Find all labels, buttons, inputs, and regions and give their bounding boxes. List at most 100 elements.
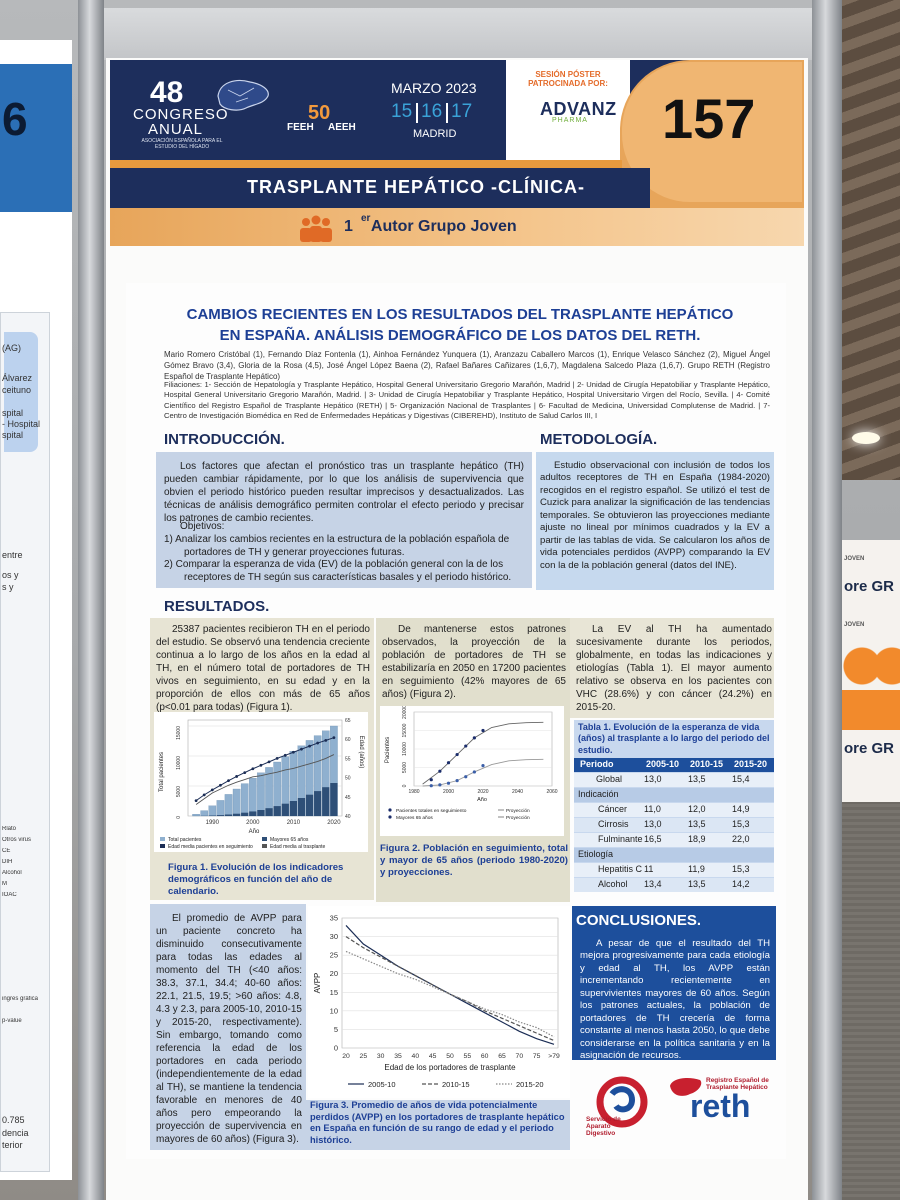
over65-bar [265, 808, 273, 816]
sponsor-panel [506, 60, 630, 160]
left-poster-text: 0.785 [2, 1115, 25, 1125]
over65-bar [281, 803, 289, 816]
sponsor-logo-sub: PHARMA [552, 117, 588, 124]
y2-tick-label: 65 [345, 718, 351, 724]
projection-total-line [422, 721, 544, 785]
congress-day: 15 [391, 101, 413, 122]
table-cell: 15,4 [732, 774, 750, 784]
observed-over65-point [481, 764, 485, 768]
right-poster-text: ore GR [844, 740, 895, 757]
left-poster-text: entre [2, 550, 23, 560]
y2-tick-label: 40 [345, 814, 351, 820]
total-bar [224, 794, 233, 817]
legend-swatch [388, 808, 392, 812]
section-bar [110, 168, 650, 208]
x-tick-label: 60 [481, 1053, 489, 1060]
age-followup-point [243, 771, 247, 775]
paper-title: CAMBIOS RECIENTES EN LOS RESULTADOS DEL … [186, 306, 734, 323]
over65-bar [289, 801, 298, 816]
y-axis-label: AVPP [313, 973, 322, 994]
over65-bar [305, 794, 314, 816]
table-row-label: Global [596, 774, 623, 784]
y-tick-label: 20000 [402, 706, 408, 719]
y2-tick-label: 45 [345, 795, 351, 801]
table-cell: 18,9 [688, 834, 706, 844]
table-header-cell: 2005-10 [646, 759, 680, 769]
observed-over65-point [438, 783, 442, 787]
table-row [574, 878, 774, 892]
age-followup-point [219, 783, 222, 787]
x-tick-label: >79 [548, 1053, 560, 1060]
table-row [574, 848, 774, 862]
day-separator [446, 103, 448, 123]
projection-over65-line [422, 758, 544, 787]
method-box [536, 452, 774, 590]
intro-heading: INTRODUCCIÓN. [164, 431, 285, 448]
figure-1-chart: 0 5000 10000 15000 40 45 50 55 60 65 1990 2000 2010 2… [154, 712, 368, 852]
over65-bar [224, 814, 233, 816]
figure-3-caption-box [306, 1100, 570, 1150]
legend-entry: Total pacientes [168, 837, 202, 843]
y-tick-label: 10 [330, 1006, 338, 1015]
table-cell: 16,5 [644, 834, 662, 844]
observed-over65-point [455, 779, 459, 783]
anniversary-logo: 50 [308, 102, 331, 124]
y-tick-label: 5 [334, 1025, 338, 1034]
total-bar [192, 814, 200, 817]
avpp-series-line [345, 936, 555, 1042]
y-tick-label: 15000 [402, 723, 408, 737]
table-cell: 11,9 [688, 864, 705, 874]
paper-authors: Mario Romero Cristóbal (1), Fernando Día… [164, 350, 770, 381]
intro-box [156, 452, 532, 588]
reth-caption: Registro Español de Trasplante Hepático [706, 1077, 769, 1092]
left-poster-text: p-value [2, 1018, 22, 1024]
day-separator [416, 103, 418, 123]
legend-entry: Proyección [506, 808, 530, 814]
figure-2-caption: Figura 2. Población en seguimiento, tota… [380, 843, 568, 878]
table-row [574, 788, 774, 802]
figure-3-chart: 0 5 10 15 20 25 30 35 20 25 30 35 40 45 50 55 60 65 70 75 >7… [308, 906, 570, 1098]
over65-bar [216, 815, 225, 816]
table-cell: 13,0 [644, 774, 662, 784]
table-row-label: Fulminante [598, 834, 643, 844]
left-poster-card-header [4, 332, 38, 452]
age-followup-point [308, 744, 311, 748]
observed-total-point [464, 744, 468, 748]
table-cell: 22,0 [732, 834, 750, 844]
avpp-box [150, 904, 306, 1150]
x-tick-label: 55 [464, 1053, 472, 1060]
over65-bar [330, 783, 338, 816]
results-text: De mantenerse estos patrones observados,… [382, 624, 566, 700]
table-cell: 14,9 [732, 804, 750, 814]
x-tick-label: 50 [446, 1053, 454, 1060]
legend-swatch [388, 815, 392, 819]
award-bar [110, 208, 804, 246]
observed-total-point [438, 769, 442, 773]
conclusions-heading: CONCLUSIONES. [576, 912, 702, 929]
age-followup-point [291, 750, 295, 754]
avpp-text: El promedio de AVPP para un paciente con… [156, 913, 302, 1145]
observed-over65-point [472, 770, 476, 774]
table-row-label: Cáncer [598, 804, 628, 814]
left-poster-text: dencia [2, 1128, 29, 1138]
observed-total-point [429, 778, 433, 782]
award-label: Autor Grupo Joven [370, 218, 517, 235]
x-tick-label: 70 [516, 1053, 524, 1060]
poster-number-badge-inner [622, 62, 802, 202]
objective-item: 1) Analizar los cambios recientes en la … [164, 534, 510, 558]
feeh-logo: FEEH [287, 122, 314, 133]
paper-affiliations: Filiaciones: 1- Sección de Hepatología y… [164, 380, 770, 420]
reth-liver-icon [670, 1078, 702, 1096]
legend-entry: Proyección [506, 815, 530, 821]
x-tick-label: 2040 [512, 789, 523, 795]
table-row-label: Hepatitis C [598, 864, 643, 874]
total-bar [249, 778, 257, 817]
y-tick-label: 10000 [402, 742, 408, 756]
table-cell: 11,0 [644, 804, 661, 814]
table-cell: 15,3 [732, 864, 750, 874]
x-tick-label: 2000 [443, 789, 454, 795]
age-followup-point [275, 757, 279, 760]
y-tick-label: 25 [330, 951, 338, 960]
over65-bar [257, 810, 265, 816]
table-cell: 14,2 [732, 879, 750, 889]
